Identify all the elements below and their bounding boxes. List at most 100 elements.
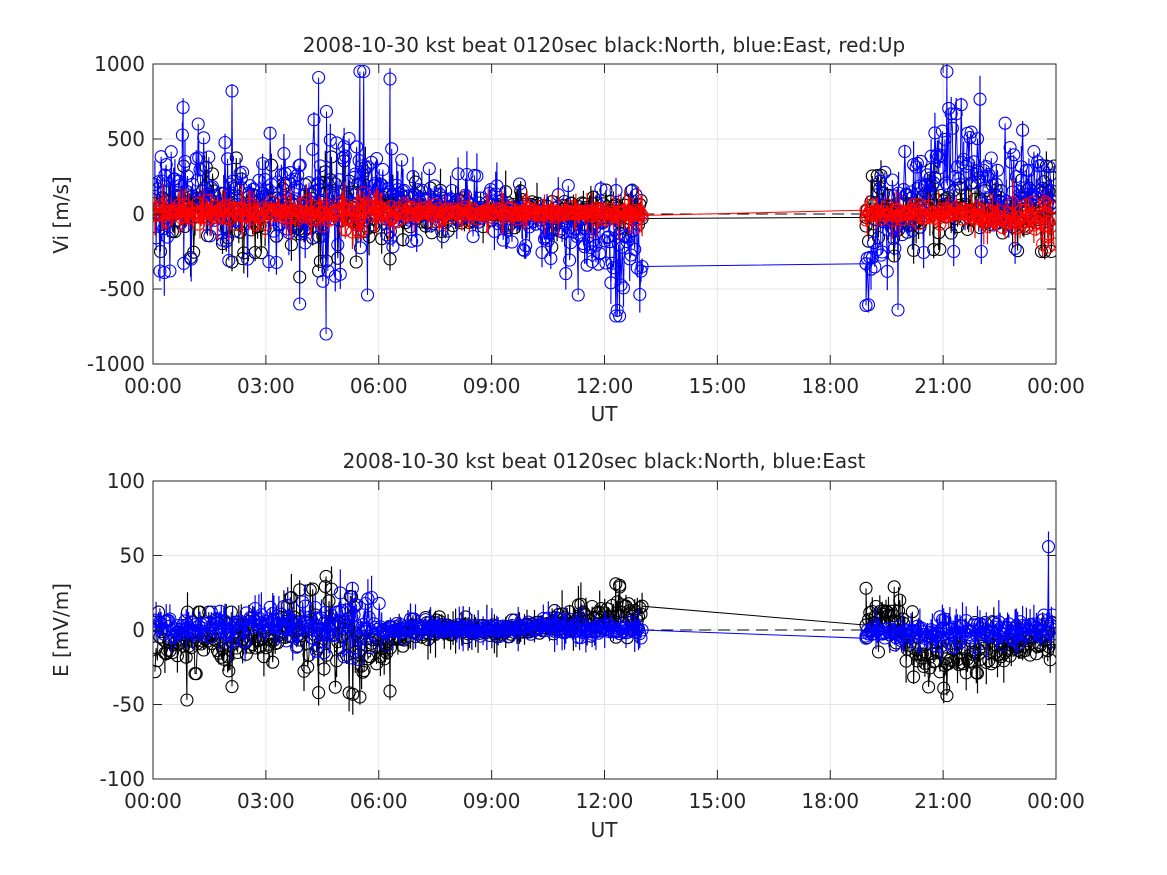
series-1-marker	[348, 167, 362, 181]
series-1-marker	[313, 159, 327, 173]
series-1-marker	[593, 247, 607, 261]
x-tick-label: 06:00	[350, 374, 408, 398]
x-tick-label: 12:00	[576, 789, 634, 813]
series-2-marker	[1006, 195, 1020, 210]
series-0-marker	[259, 641, 273, 655]
series-1-marker	[323, 133, 337, 147]
series-1-marker	[605, 256, 619, 270]
series-1-marker	[466, 229, 480, 244]
series-2-marker	[1046, 211, 1056, 225]
x-tick-label: 06:00	[350, 789, 408, 813]
series-2-marker	[345, 225, 359, 239]
series-1-marker	[490, 179, 504, 193]
series-2-marker	[972, 204, 986, 218]
series-1-marker	[406, 170, 420, 184]
series-0-marker	[284, 590, 298, 605]
series-2-marker	[198, 210, 212, 224]
series-0-marker	[349, 255, 363, 269]
data-layer	[153, 64, 1056, 341]
series-1-marker	[460, 167, 474, 182]
series-1-marker	[193, 163, 207, 177]
series-1-marker	[542, 619, 557, 634]
series-1-marker	[451, 167, 465, 181]
series-1-marker	[221, 628, 235, 642]
series-2-marker	[1026, 195, 1040, 209]
series-1-marker	[331, 238, 345, 252]
series-1-marker	[222, 253, 236, 268]
series-1-marker	[634, 264, 648, 278]
series-1-marker	[604, 276, 618, 290]
series-1-marker	[279, 634, 293, 648]
data-layer	[153, 531, 1056, 715]
series-1-marker	[205, 180, 220, 194]
series-0-marker	[892, 604, 906, 618]
series-1-marker	[269, 618, 283, 632]
series-0-marker	[248, 245, 262, 260]
velocity-y-label: Vi [m/s]	[49, 176, 73, 253]
series-2-marker	[153, 205, 166, 219]
series-1-marker	[970, 132, 985, 146]
series-1-marker	[410, 233, 424, 247]
series-1-marker	[164, 145, 178, 159]
series-1-marker	[254, 608, 268, 622]
series-1-marker	[606, 261, 620, 275]
series-1-marker	[1036, 181, 1050, 195]
series-1-marker	[345, 609, 359, 624]
series-2-marker	[1031, 208, 1045, 222]
series-2-marker	[350, 204, 364, 218]
series-1-marker	[233, 614, 247, 628]
series-1-marker	[370, 152, 384, 166]
x-tick-label: 18:00	[801, 789, 859, 813]
efield-title: 2008-10-30 kst beat 0120sec black:North,…	[343, 449, 866, 473]
series-1-marker	[238, 635, 252, 649]
series-1-marker	[546, 223, 560, 237]
series-2-marker	[934, 207, 948, 221]
series-1-marker	[263, 600, 277, 614]
series-1-marker	[153, 182, 164, 196]
series-1-marker	[947, 244, 961, 259]
x-tick-label: 09:00	[463, 789, 521, 813]
series-0-marker	[214, 650, 228, 664]
series-1-marker	[957, 152, 971, 167]
series-1-marker	[226, 174, 240, 188]
series-1-marker	[357, 164, 371, 178]
velocity-y-tick-labels: -1000 -500 0 500 1000	[87, 52, 145, 376]
series-1-marker	[611, 624, 626, 638]
series-1-marker	[333, 267, 347, 281]
series-1-marker	[1042, 160, 1056, 174]
series-1-marker	[436, 229, 450, 244]
series-0-marker	[635, 599, 649, 613]
series-1-marker	[535, 245, 549, 260]
series-1-marker	[368, 176, 382, 191]
series-1-marker	[318, 605, 332, 619]
series-1-marker	[293, 158, 307, 172]
series-0-marker	[324, 150, 339, 164]
series-1-marker	[176, 100, 190, 115]
series-1-marker	[633, 287, 647, 302]
velocity-x-label: UT	[591, 402, 619, 426]
x-tick-label: 00:00	[124, 789, 182, 813]
series-2-marker	[338, 223, 352, 237]
series-1-marker	[505, 235, 519, 249]
series-0-marker	[222, 664, 236, 678]
series-1-marker	[383, 231, 397, 245]
series-1-marker	[249, 614, 263, 629]
series-0-marker	[225, 680, 239, 694]
series-2-marker	[913, 197, 927, 211]
series-0-marker	[306, 582, 320, 596]
series-1-marker	[544, 251, 558, 266]
series-0-marker	[887, 609, 901, 623]
series-0-marker	[163, 644, 177, 658]
series-0-marker	[189, 667, 203, 681]
series-1-marker	[630, 261, 644, 275]
series-1-marker	[332, 173, 346, 187]
series-0-marker	[933, 242, 947, 256]
series-0-marker	[217, 652, 231, 666]
y-tick-label: -50	[112, 693, 145, 717]
series-1-marker	[935, 124, 949, 138]
series-2-marker	[327, 207, 341, 221]
y-tick-label: 0	[132, 618, 145, 642]
series-1-marker	[360, 288, 375, 302]
series-1-marker	[861, 298, 876, 312]
series-2-marker	[475, 206, 489, 220]
